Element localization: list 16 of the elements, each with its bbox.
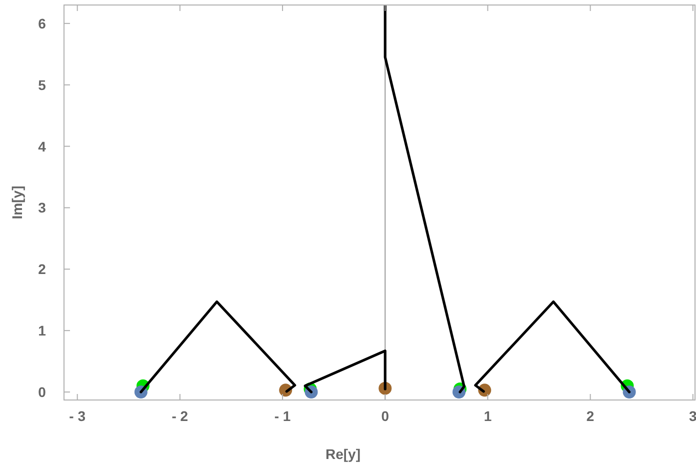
x-axis-title: Re[y] [325, 446, 361, 462]
y-tick-label: 3 [38, 200, 46, 216]
y-tick-label: 0 [38, 384, 46, 400]
y-tick-label: 1 [38, 322, 46, 339]
y-tick-label: 2 [38, 261, 46, 278]
y-tick-label: 4 [38, 138, 46, 154]
x-tick-label: 3 [689, 408, 696, 424]
x-tick-label: 2 [586, 408, 594, 424]
x-tick-label: 0 [381, 408, 390, 424]
x-tick-label: - 1 [274, 408, 291, 424]
x-tick-label: - 3 [69, 408, 86, 424]
x-tick-label: 1 [484, 408, 492, 424]
y-tick-label: 5 [38, 76, 46, 93]
x-tick-label: - 2 [172, 408, 188, 424]
y-axis-title: Im[y] [9, 186, 25, 220]
y-tick-label: 6 [38, 15, 46, 32]
